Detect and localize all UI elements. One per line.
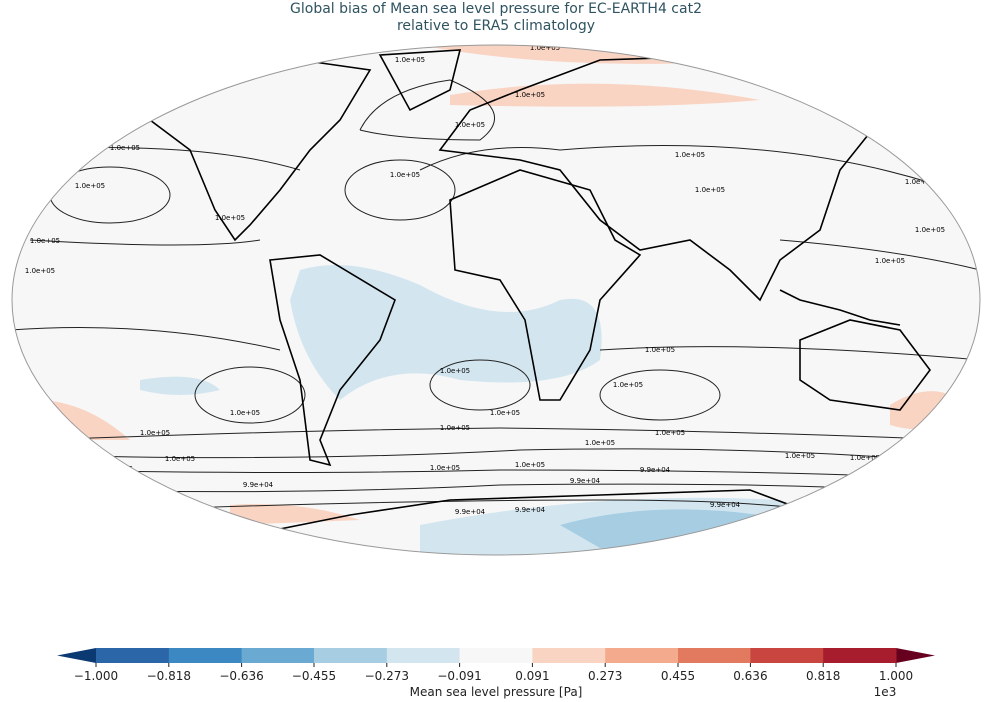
colorbar-segment [96, 648, 170, 663]
contour-label: 1.0e+05 [675, 151, 705, 159]
contour-label: 1.0e+05 [25, 267, 55, 275]
contour-label: 1.0e+05 [60, 447, 90, 455]
contour-label: 1.0e+05 [230, 409, 260, 417]
colorbar-segment [314, 648, 388, 663]
colorbar-segment [750, 648, 824, 663]
ocean [12, 45, 980, 555]
contour-label: 1.0e+05 [440, 424, 470, 432]
contour-label: 1.0e+05 [785, 452, 815, 460]
colorbar-tick-label: 0.091 [515, 669, 549, 683]
contour-label: 1.0e+05 [905, 178, 935, 186]
contour-label: 1.0e+05 [515, 91, 545, 99]
colorbar-tick-label: −0.273 [365, 669, 409, 683]
contour-label: 9.9e+04 [243, 481, 274, 489]
contour-label: 1.0e+05 [30, 237, 60, 245]
contour-label: 1.0e+05 [695, 186, 725, 194]
colorbar-tick-label: 1.000 [879, 669, 913, 683]
contour-label: 1.0e+05 [530, 44, 560, 52]
contour-label: 1.0e+05 [875, 257, 905, 265]
colorbar-tick-label: 0.636 [733, 669, 767, 683]
colorbar-segment [605, 648, 679, 663]
colorbar-segment [241, 648, 315, 663]
contour-label: 1.0e+05 [585, 439, 615, 447]
contour-label: 1.0e+05 [430, 464, 460, 472]
contour-label: 9.9e+04 [640, 466, 671, 474]
contour-label: 1.0e+05 [110, 144, 140, 152]
contour-label: 9.9e+04 [570, 477, 601, 485]
colorbar-segment [168, 648, 243, 663]
contour-label: 1.0e+05 [75, 182, 105, 190]
subtitle: relative to ERA5 climatology [397, 18, 595, 34]
colorbar-segment [386, 648, 461, 663]
contour-label: 1.0e+05 [515, 461, 545, 469]
contour-label: 1.0e+05 [645, 346, 675, 354]
colorbar-segment [823, 648, 897, 663]
colorbar-tick-label: −0.455 [292, 669, 336, 683]
colorbar-tick-label: −1.000 [74, 669, 118, 683]
colorbar-tick-label: 0.455 [661, 669, 695, 683]
colorbar-tick-label: −0.091 [437, 669, 481, 683]
colorbar-segment [532, 648, 606, 663]
contour-label: 1.0e+05 [490, 409, 520, 417]
contour-label: 1.0e+05 [440, 367, 470, 375]
colorbar-segment [459, 648, 533, 663]
colorbar-tick-label: −0.636 [219, 669, 263, 683]
colorbar-tick-label: −0.818 [147, 669, 191, 683]
title: Global bias of Mean sea level pressure f… [290, 1, 702, 17]
colorbar-label: Mean sea level pressure [Pa] [410, 685, 583, 699]
colorbar-extend-low [57, 648, 96, 663]
contour-label: 1.0e+05 [395, 56, 425, 64]
contour-label: 9.9e+04 [130, 492, 161, 500]
contour-label: 1.0e+05 [165, 455, 195, 463]
colorbar-extend-high [896, 648, 935, 663]
colorbar: −1.000 −0.818 −0.636 −0.455 −0.273 −0.091 0.09… [57, 648, 935, 683]
colorbar-offset: 1e3 [874, 685, 897, 699]
bias-positive [420, 45, 880, 107]
contour-label: 9.9e+04 [455, 508, 486, 516]
contour-label: 1.0e+05 [145, 84, 175, 92]
contour-label: 1.0e+05 [655, 429, 685, 437]
contour-label: 1.0e+05 [205, 58, 235, 66]
contour-label: 9.9e+04 [710, 501, 741, 509]
bias-negative [560, 509, 760, 548]
contour-label: 1.0e+05 [613, 381, 643, 389]
contour-label: 1.0e+05 [455, 121, 485, 129]
colorbar-tick-label: 0.818 [806, 669, 840, 683]
contour-label: 1.0e+05 [850, 454, 880, 462]
contour-label: 1.0e+05 [215, 214, 245, 222]
map: 1.0e+05 1.0e+05 1.0e+05 1.0e+05 1.0e+05 1.0e+… [12, 44, 980, 555]
contour-label: 1.0e+05 [140, 429, 170, 437]
colorbar-tick-label: 0.273 [588, 669, 622, 683]
contour-label: 1.0e+05 [915, 226, 945, 234]
contour-label: 1.0e+05 [390, 171, 420, 179]
colorbar-segment [678, 648, 751, 663]
map-border [11, 44, 981, 556]
contour-label: 9.9e+04 [515, 506, 546, 514]
bias-negative [140, 265, 602, 400]
